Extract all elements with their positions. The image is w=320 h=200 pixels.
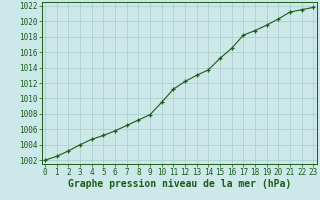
X-axis label: Graphe pression niveau de la mer (hPa): Graphe pression niveau de la mer (hPa): [68, 179, 291, 189]
